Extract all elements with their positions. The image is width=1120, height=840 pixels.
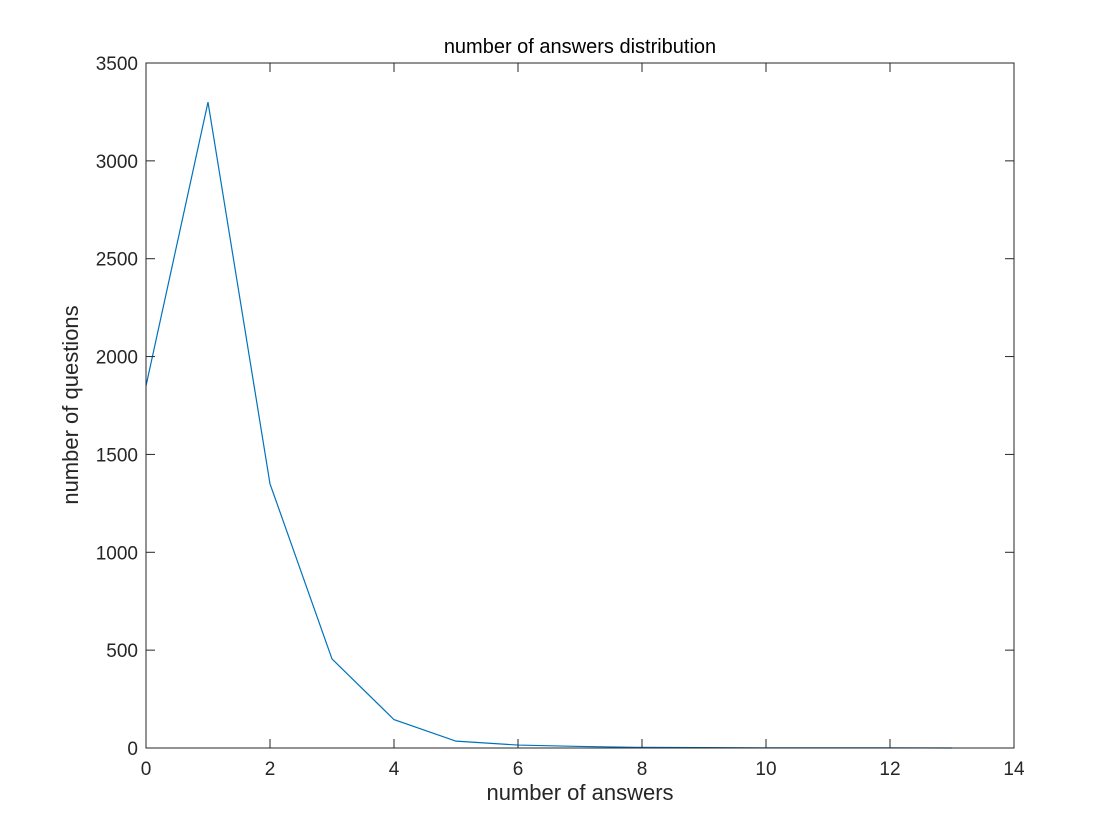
y-tick-label: 2500 (96, 250, 138, 271)
y-tick-label: 2000 (96, 348, 138, 369)
x-tick-label: 6 (513, 759, 524, 780)
axis-ticks: 0 2 4 6 8 10 12 14 0 500 1000 1500 2000 2500 3000 3500 (96, 54, 1025, 780)
x-tick-label: 12 (879, 759, 900, 780)
y-tick-label: 500 (106, 641, 138, 662)
axes-box (145, 62, 1015, 749)
y-tick-label: 0 (127, 739, 138, 760)
x-tick-label: 10 (755, 759, 776, 780)
y-axis-label: number of questions (58, 305, 83, 504)
x-tick-label: 8 (637, 759, 648, 780)
x-tick-label: 14 (1003, 759, 1025, 780)
x-tick-label: 2 (265, 759, 276, 780)
x-axis-label: number of answers (486, 780, 673, 805)
y-tick-label: 1000 (96, 543, 138, 564)
x-tick-label: 0 (141, 759, 152, 780)
chart-title: number of answers distribution (444, 36, 716, 58)
y-tick-label: 1500 (96, 445, 138, 466)
y-tick-label: 3000 (96, 152, 138, 173)
x-tick-label: 4 (389, 759, 400, 780)
y-tick-label: 3500 (96, 54, 138, 75)
